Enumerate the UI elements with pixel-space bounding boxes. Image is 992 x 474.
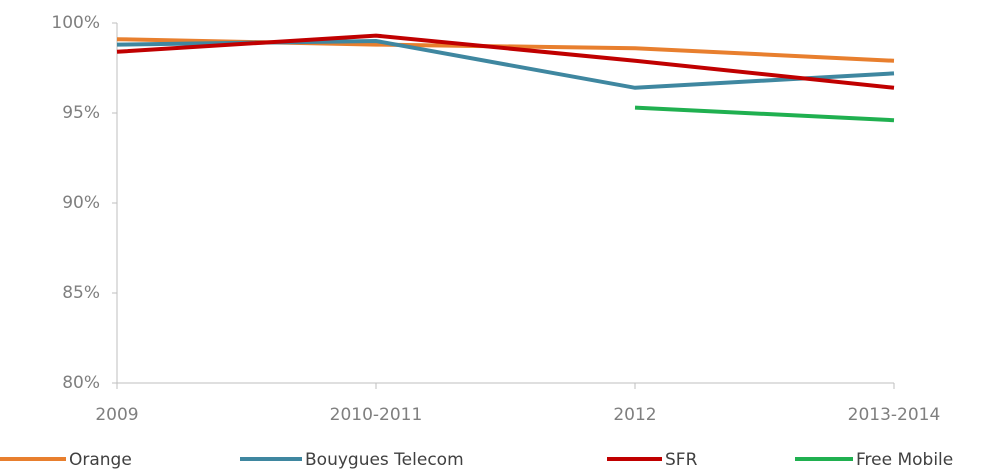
legend-label: SFR — [665, 450, 698, 470]
x-tick-label: 2009 — [95, 405, 138, 425]
x-tick-label: 2012 — [613, 405, 656, 425]
y-tick-label: 85% — [62, 283, 100, 303]
legend-label: Free Mobile — [856, 450, 953, 470]
x-tick-label: 2010-2011 — [330, 405, 423, 425]
y-tick-label: 95% — [62, 103, 100, 123]
y-tick-label: 80% — [62, 373, 100, 393]
y-tick-label: 90% — [62, 193, 100, 213]
legend-label: Orange — [69, 450, 132, 470]
legend-label: Bouygues Telecom — [305, 450, 464, 470]
series-line — [116, 33, 895, 90]
x-tick-label: 2013-2014 — [848, 405, 941, 425]
y-tick-label: 100% — [51, 13, 100, 33]
series-line — [634, 105, 895, 123]
